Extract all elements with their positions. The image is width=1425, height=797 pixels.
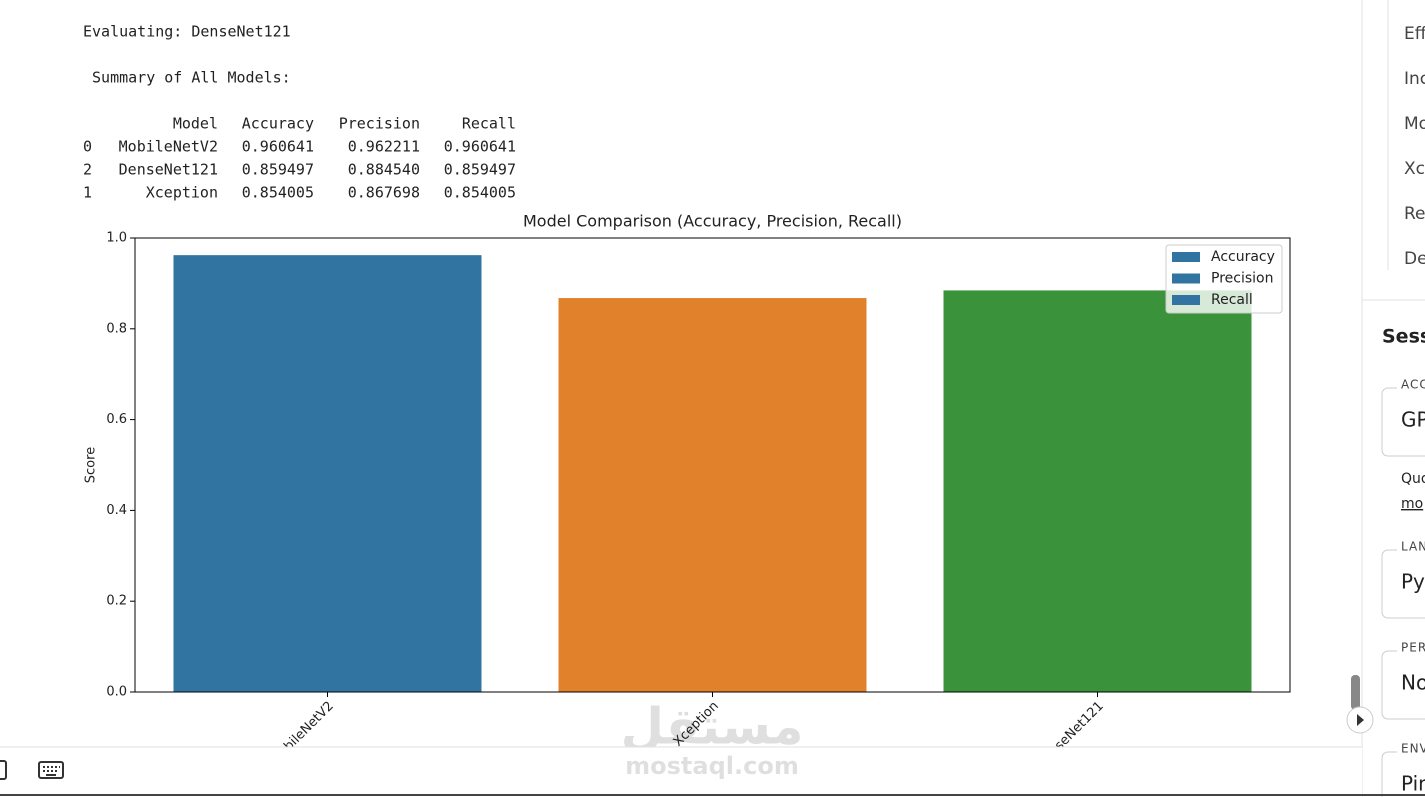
legend-swatch: [1172, 252, 1200, 262]
toc-item[interactable]: Inc: [1404, 69, 1425, 89]
field-label: ACC: [1401, 378, 1425, 392]
field-value: No: [1401, 671, 1425, 695]
field-label: PER: [1401, 641, 1425, 655]
toc-item[interactable]: Eff: [1404, 24, 1425, 44]
bar: [558, 298, 867, 692]
table-header: Precision: [339, 115, 420, 133]
status-bar: [0, 747, 1362, 797]
keyboard-keys: [43, 766, 60, 776]
row-index: 0: [83, 138, 92, 156]
table-cell: 0.962211: [348, 138, 420, 156]
y-axis-label: Score: [84, 447, 99, 483]
table-cell: 0.854005: [444, 184, 516, 202]
terminal-icon[interactable]: [0, 760, 7, 780]
label-bg: [1397, 744, 1425, 756]
label-bg: [1397, 643, 1425, 655]
y-tick-label: 0.2: [106, 594, 127, 609]
field-label: LAN: [1401, 540, 1425, 554]
table-cell: 0.854005: [242, 184, 314, 202]
legend-swatch: [1172, 273, 1200, 284]
table-header: Accuracy: [242, 115, 314, 133]
toc-item[interactable]: De: [1404, 249, 1425, 269]
legend-label: Recall: [1211, 292, 1253, 308]
quota-text: Quo: [1401, 471, 1425, 487]
sidebar-content: Eff Inc Mo Xc Re De Sess ACC GP LAN Py PER No ENV Pin Q…: [1381, 24, 1425, 797]
table-cell: 0.859497: [444, 161, 516, 179]
bar: [173, 255, 482, 693]
legend-label: Precision: [1211, 271, 1273, 287]
keyboard-icon[interactable]: [38, 761, 64, 779]
output-line: Summary of All Models:: [83, 69, 291, 87]
plot-frame: [134, 237, 1291, 693]
session-heading: Sess: [1382, 326, 1425, 348]
quota-link[interactable]: mo: [1401, 496, 1423, 512]
output-line: Evaluating: DenseNet121: [83, 23, 291, 41]
chart: Model Comparison (Accuracy, Precision, R…: [84, 212, 1291, 772]
table-cell: 0.884540: [348, 161, 420, 179]
legend-label: Accuracy: [1211, 249, 1275, 265]
table-cell: DenseNet121: [119, 161, 218, 179]
y-tick-label: 0.8: [106, 321, 127, 336]
row-index: 2: [83, 161, 92, 179]
sidebar: [1362, 0, 1425, 797]
table-header: Recall: [462, 115, 516, 133]
arrow-icon: [1357, 714, 1364, 726]
table-cell: 0.960641: [242, 138, 314, 156]
toc-item[interactable]: Re: [1404, 204, 1425, 224]
label-bg: [1397, 380, 1425, 392]
watermark: mostaql.com: [625, 752, 799, 780]
bar: [943, 290, 1252, 692]
table-cell: 0.960641: [444, 138, 516, 156]
row-index: 1: [83, 184, 92, 202]
chart-title: Model Comparison (Accuracy, Precision, R…: [523, 212, 902, 231]
y-tick-label: 0.6: [106, 412, 127, 427]
table-cell: Xception: [146, 184, 218, 202]
table-cell: 0.859497: [242, 161, 314, 179]
y-tick-label: 1.0: [106, 231, 127, 246]
y-tick-label: 0.4: [106, 503, 127, 518]
legend-swatch: [1172, 295, 1200, 305]
field-value: Py: [1401, 570, 1425, 594]
field-value: GP: [1401, 408, 1425, 432]
field-value: Pin: [1401, 772, 1425, 796]
toc-item[interactable]: Xc: [1404, 159, 1425, 179]
y-tick-label: 0.0: [106, 685, 127, 700]
table-header: Model: [173, 115, 218, 133]
label-bg: [1397, 542, 1425, 554]
summary-table: Model Accuracy Precision Recall 0 MobileNetV2…: [83, 115, 516, 202]
legend: Accuracy Precision Recall: [1165, 244, 1283, 314]
table-cell: 0.867698: [348, 184, 420, 202]
field-label: ENV: [1401, 742, 1425, 756]
table-cell: MobileNetV2: [119, 138, 218, 156]
scrollbar[interactable]: [1351, 675, 1360, 710]
watermark: مستقل: [621, 698, 804, 756]
toc-item[interactable]: Mo: [1404, 114, 1425, 134]
keyboard-outline: [38, 761, 64, 779]
